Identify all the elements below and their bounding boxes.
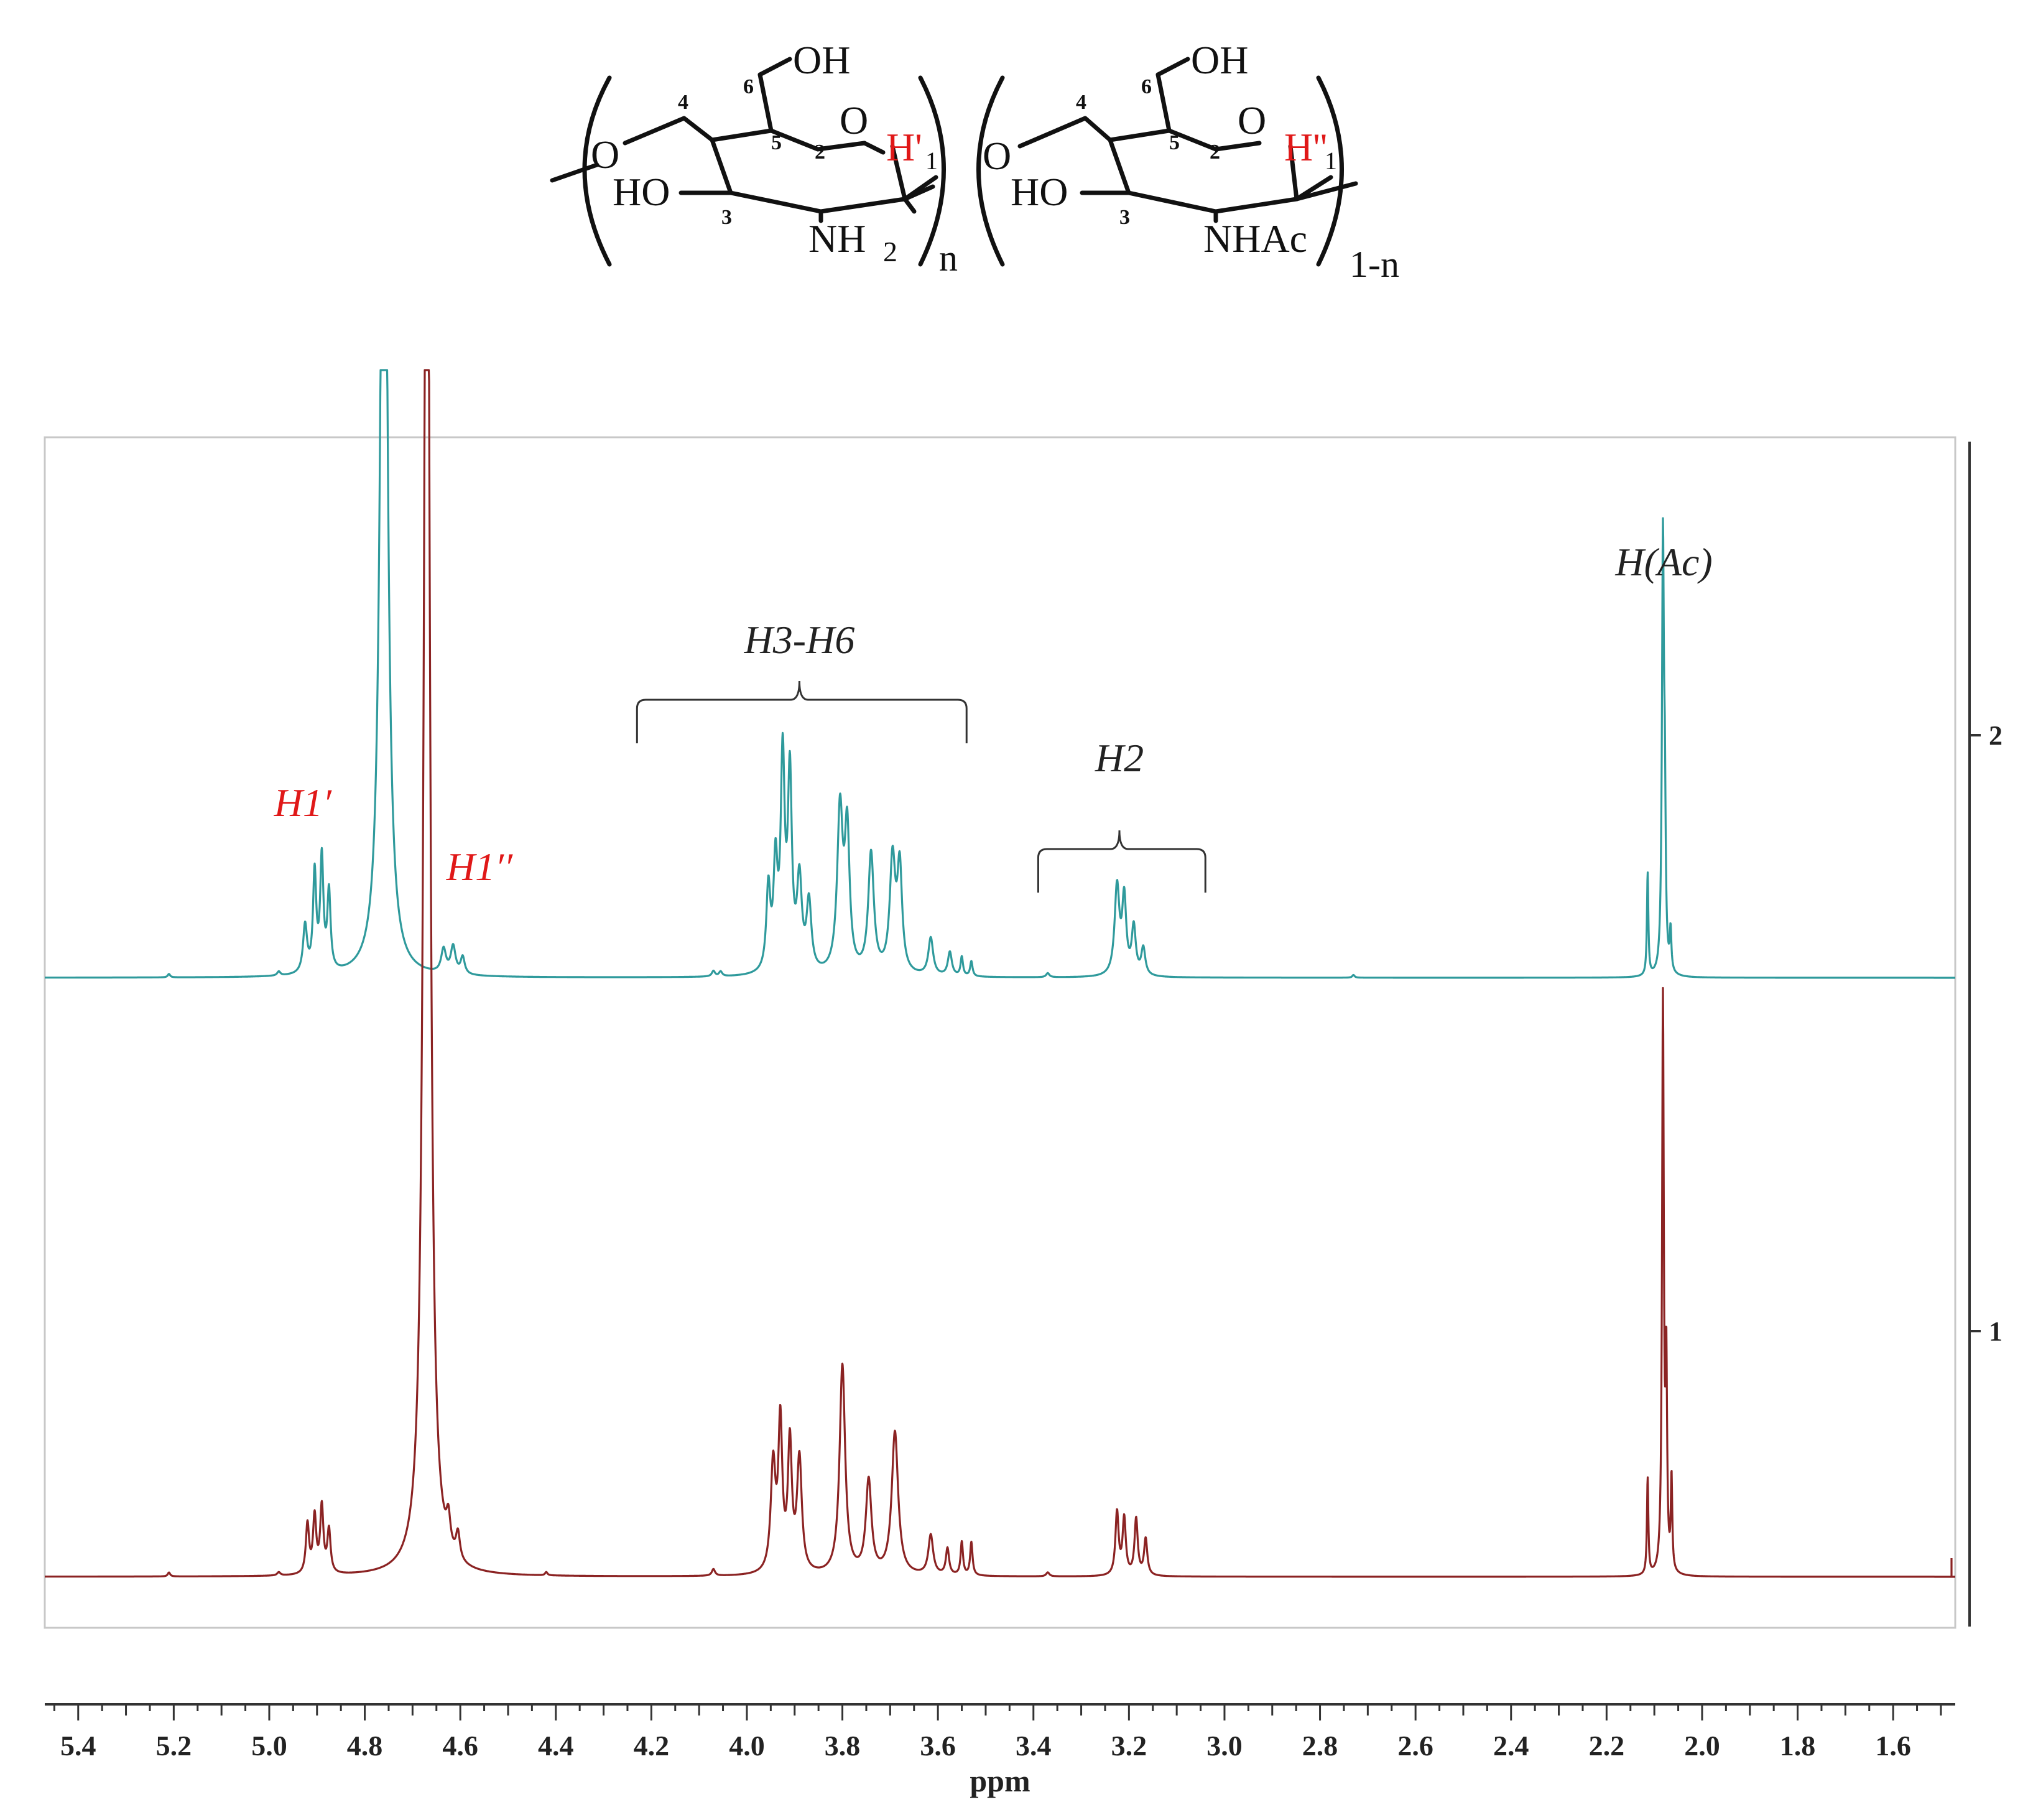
annotation-bracket bbox=[636, 680, 968, 743]
annotation-label: H(Ac) bbox=[1614, 540, 1712, 584]
u2-ho: HO bbox=[1011, 170, 1068, 214]
u1-repeat: n bbox=[939, 238, 958, 279]
peak-annotations: H1′ H1′′ H3-H6 H2 H(Ac) bbox=[274, 540, 1713, 893]
u2-c6: 6 bbox=[1141, 75, 1152, 98]
u1-ring-o: O bbox=[840, 98, 868, 142]
x-tick-label: 3.8 bbox=[825, 1730, 861, 1762]
x-tick-label: 4.0 bbox=[729, 1730, 765, 1762]
u1-c2: 2 bbox=[815, 141, 825, 164]
annotation-bracket bbox=[1037, 830, 1206, 893]
x-tick-label: 4.8 bbox=[347, 1730, 383, 1762]
x-tick-label: 5.2 bbox=[156, 1730, 192, 1762]
stack-label-2: 2 bbox=[1989, 720, 2003, 751]
u1-link-o: O bbox=[591, 132, 619, 177]
x-tick-label: 3.0 bbox=[1206, 1730, 1243, 1762]
u1-amine-sub: 2 bbox=[883, 236, 897, 267]
u2-c5: 5 bbox=[1169, 131, 1180, 154]
x-tick-label: 5.0 bbox=[251, 1730, 287, 1762]
x-tick-label: 1.8 bbox=[1780, 1730, 1816, 1762]
u1-h-anomeric-sub: 1 bbox=[925, 147, 938, 175]
u2-link-o: O bbox=[983, 134, 1011, 178]
u1-ho: HO bbox=[613, 170, 670, 214]
bracket-right-1 bbox=[918, 75, 946, 267]
u1-c3: 3 bbox=[721, 206, 732, 229]
u2-oh-top: OH bbox=[1191, 38, 1248, 82]
spectrum-trace-1 bbox=[44, 369, 1956, 1578]
x-tick-label: 3.2 bbox=[1111, 1730, 1147, 1762]
spectrum-trace-2 bbox=[44, 369, 1956, 979]
x-tick-label: 2.6 bbox=[1397, 1730, 1433, 1762]
spectrum-plot: 2 1 5.4 5.2 5.0 4.8 4.6 4.4 4.2 4.0 3.8 3.6 3.4 3.2… bbox=[44, 369, 2003, 1798]
x-tick-label: 4.6 bbox=[442, 1730, 478, 1762]
x-tick-label: 2.8 bbox=[1302, 1730, 1338, 1762]
x-axis-label: ppm bbox=[970, 1763, 1030, 1798]
u2-amide: NHAc bbox=[1203, 216, 1307, 261]
u1-amine: NH bbox=[808, 216, 866, 261]
u1-c6: 6 bbox=[743, 75, 754, 98]
u2-c4: 4 bbox=[1076, 91, 1086, 114]
annotation-label: H1′ bbox=[274, 781, 332, 825]
x-tick-label: 2.0 bbox=[1684, 1730, 1720, 1762]
u2-c2: 2 bbox=[1210, 141, 1220, 164]
u2-h-anomeric-sub: 1 bbox=[1325, 147, 1337, 175]
x-tick-label: 2.4 bbox=[1493, 1730, 1529, 1762]
x-ticks bbox=[53, 1704, 1942, 1720]
u1-h-anomeric: H' bbox=[886, 125, 922, 169]
stack-label-1: 1 bbox=[1989, 1316, 2003, 1347]
u2-ring-o: O bbox=[1238, 98, 1266, 142]
bracket-right-2 bbox=[1316, 75, 1344, 267]
x-tick-label: 2.2 bbox=[1589, 1730, 1625, 1762]
annotation-label: H1′′ bbox=[446, 845, 513, 889]
u2-h-anomeric: H'' bbox=[1284, 125, 1327, 169]
x-tick-label: 4.4 bbox=[538, 1730, 574, 1762]
chitosan-structure: OH O O HO NH 2 H' 1 n 2 3 4 5 6 OH O O H… bbox=[550, 38, 1399, 285]
x-tick-label: 5.4 bbox=[60, 1730, 96, 1762]
u1-c4: 4 bbox=[678, 91, 688, 114]
annotation-label: H3-H6 bbox=[744, 618, 855, 662]
x-tick-label: 1.6 bbox=[1875, 1730, 1911, 1762]
u2-c3: 3 bbox=[1119, 206, 1130, 229]
bracket-left-2 bbox=[976, 75, 1005, 267]
x-tick-labels: 5.4 5.2 5.0 4.8 4.6 4.4 4.2 4.0 3.8 3.6 3.4 3.2 3.0 2… bbox=[60, 1730, 1911, 1762]
u2-repeat: 1-n bbox=[1350, 244, 1399, 285]
x-tick-label: 4.2 bbox=[634, 1730, 670, 1762]
x-tick-label: 3.6 bbox=[920, 1730, 956, 1762]
u1-oh-top: OH bbox=[793, 38, 850, 82]
spectra bbox=[44, 369, 1956, 1578]
x-tick-label: 3.4 bbox=[1016, 1730, 1052, 1762]
plot-frame bbox=[44, 436, 1956, 1629]
annotation-label: H2 bbox=[1095, 736, 1144, 780]
u1-c5: 5 bbox=[771, 131, 782, 154]
